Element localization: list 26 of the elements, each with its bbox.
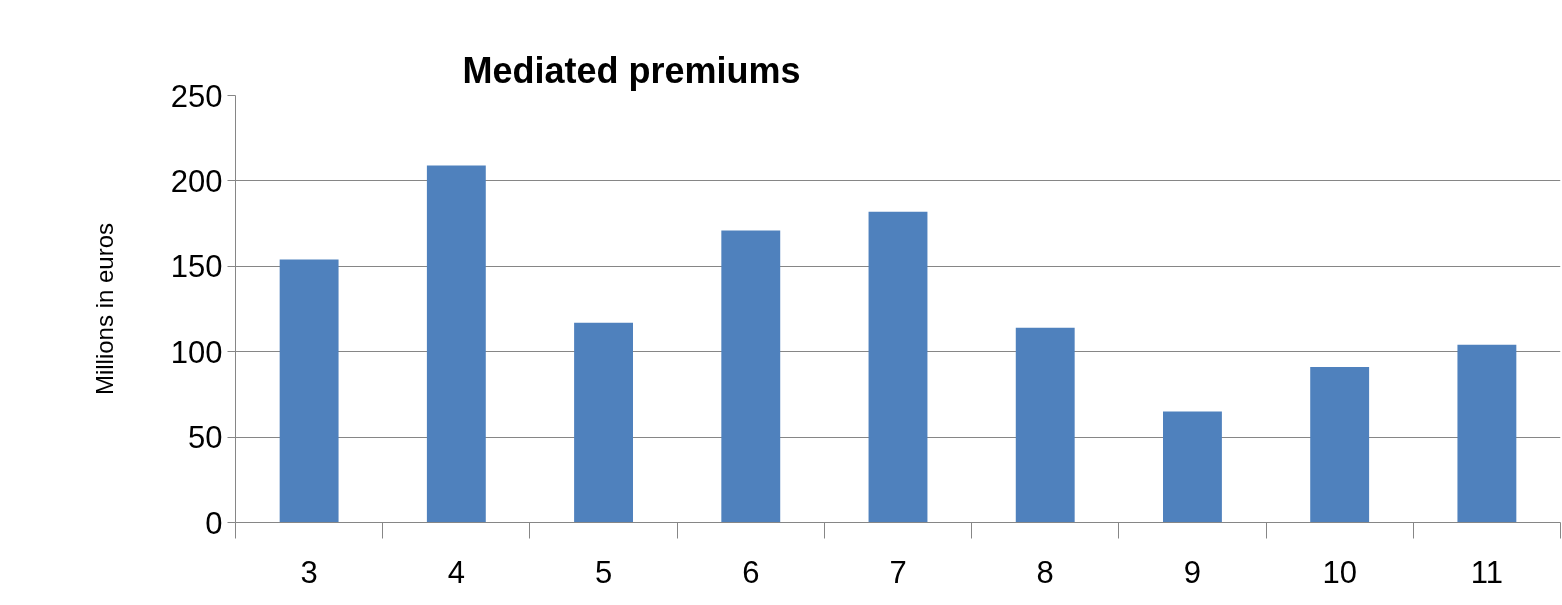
y-tick-label: 0 <box>205 505 223 541</box>
y-tick-label: 200 <box>170 163 223 199</box>
x-tick-label: 6 <box>742 554 760 590</box>
x-tick-label: 7 <box>889 554 907 590</box>
y-tick-label: 250 <box>170 78 223 114</box>
bar <box>1015 327 1075 523</box>
bar <box>721 230 781 523</box>
y-tick-label: 150 <box>170 249 223 285</box>
bar <box>1310 367 1370 523</box>
x-tick-label: 10 <box>1322 554 1357 590</box>
x-tick-label: 5 <box>594 554 613 590</box>
x-tick-label: 11 <box>1470 554 1503 590</box>
y-axis-title: Millions in euros <box>90 222 118 396</box>
bar <box>868 211 928 523</box>
bar <box>574 322 633 523</box>
x-tick-label: 8 <box>1036 554 1054 590</box>
bar <box>1163 411 1222 523</box>
x-tick-label: 9 <box>1183 554 1202 590</box>
y-tick-label: 100 <box>170 334 223 370</box>
chart-title: Mediated premiums <box>462 49 801 91</box>
x-tick-label: 3 <box>300 554 318 590</box>
x-tick-label: 4 <box>447 554 465 590</box>
y-tick-label: 50 <box>188 420 223 456</box>
bar <box>279 259 339 523</box>
bar <box>1457 344 1517 523</box>
bar <box>426 165 486 523</box>
